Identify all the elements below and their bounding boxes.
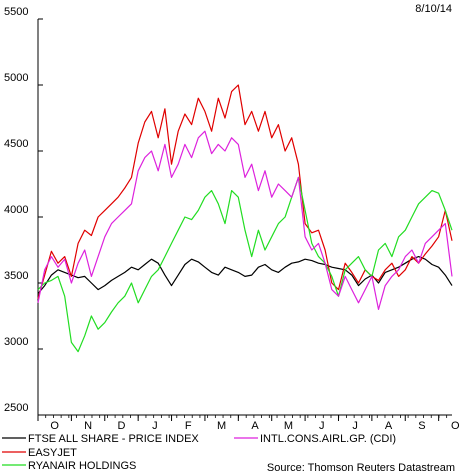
legend: FTSE ALL SHARE - PRICE INDEX EASYJETRYANA…	[2, 433, 396, 472]
x-tick-label: D	[117, 420, 125, 432]
series-line-1	[37, 84, 453, 299]
x-tick-label: A	[251, 420, 259, 432]
date-stamp: 8/10/14	[415, 3, 452, 15]
y-axis: 2500 3000 3500 4000 4500 5000 5500	[4, 6, 43, 416]
legend-label-0: FTSE ALL SHARE - PRICE INDEX	[28, 433, 199, 445]
series-line-2	[37, 176, 453, 353]
legend-label-1: EASYJET	[28, 447, 77, 459]
y-tick-label: 4500	[4, 138, 28, 150]
legend-label-3: INTL.CONS.AIRL.GP. (CDI)	[260, 433, 396, 445]
x-tick-label: M	[217, 420, 226, 432]
plot-series	[37, 84, 453, 353]
x-tick-label: F	[185, 420, 192, 432]
y-tick-label: 2500	[4, 402, 28, 414]
y-tick-label: 4000	[4, 204, 28, 216]
x-tick-label: M	[284, 420, 293, 432]
x-tick-label: S	[418, 420, 425, 432]
series-line-3	[37, 130, 453, 310]
y-tick-label: 5000	[4, 72, 28, 84]
x-tick-label: O	[451, 420, 460, 432]
y-tick-label: 3500	[4, 270, 28, 282]
x-tick-label: J	[152, 420, 158, 432]
x-tick-label: O	[50, 420, 59, 432]
legend-label-2: RYANAIR HOLDINGS	[28, 460, 136, 472]
x-tick-label: A	[385, 420, 393, 432]
x-tick-label: N	[84, 420, 92, 432]
source-note: Source: Thomson Reuters Datastream	[267, 462, 455, 474]
y-tick-label: 3000	[4, 336, 28, 348]
series-line-0	[37, 256, 453, 294]
x-tick-label: J	[319, 420, 325, 432]
y-tick-label: 5500	[4, 6, 28, 18]
x-tick-label: J	[352, 420, 358, 432]
